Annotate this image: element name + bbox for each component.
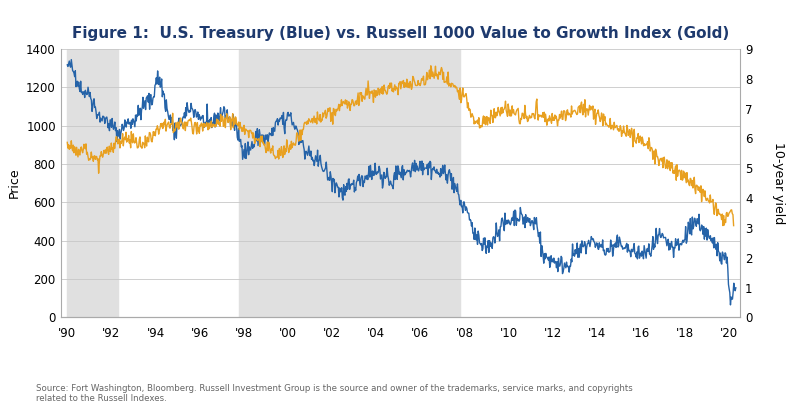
- Title: Figure 1:  U.S. Treasury (Blue) vs. Russell 1000 Value to Growth Index (Gold): Figure 1: U.S. Treasury (Blue) vs. Russe…: [72, 26, 729, 41]
- Y-axis label: Price: Price: [7, 168, 20, 199]
- Bar: [67, 49, 118, 317]
- Y-axis label: 10-year yield: 10-year yield: [772, 142, 785, 224]
- Text: Source: Fort Washington, Bloomberg. Russell Investment Group is the source and o: Source: Fort Washington, Bloomberg. Russ…: [36, 383, 633, 403]
- Bar: [239, 49, 460, 317]
